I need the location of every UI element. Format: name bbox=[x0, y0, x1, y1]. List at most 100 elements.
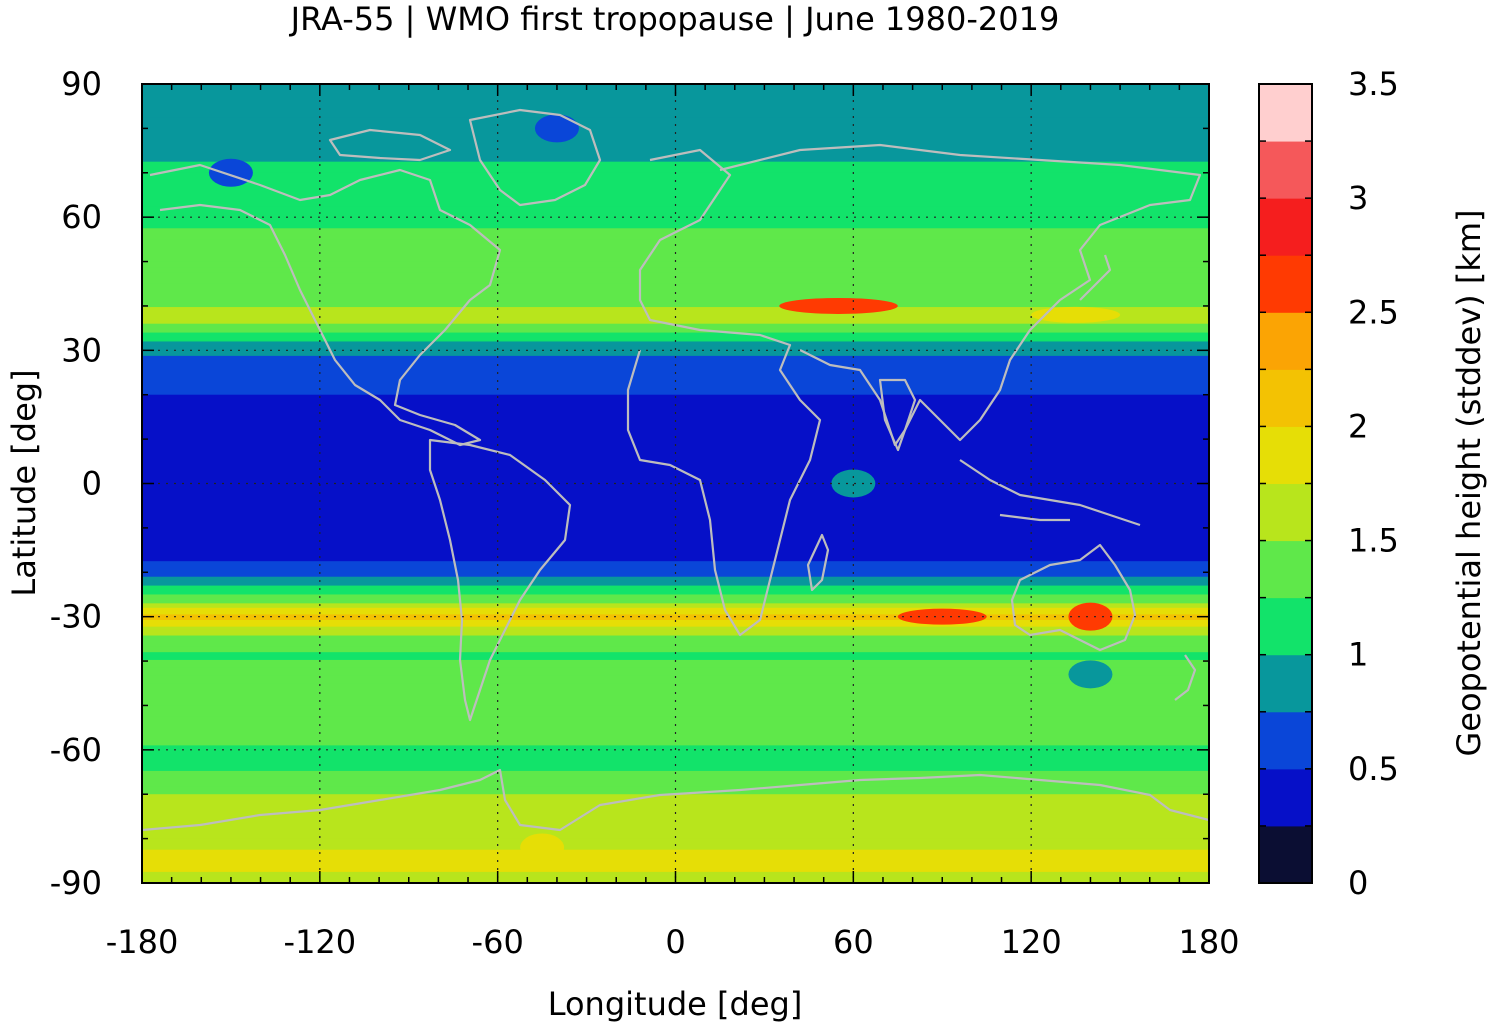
y-tick-labels: 90 60 30 0 -30 -60 -90 bbox=[50, 65, 102, 902]
feature-arctic-canada-low bbox=[208, 158, 253, 187]
coastline-arctic-islands bbox=[328, 128, 452, 162]
band--33_0 bbox=[142, 629, 1209, 637]
y-tick-label: -60 bbox=[50, 731, 102, 769]
colorbar-level-0_75 bbox=[1259, 654, 1312, 713]
colorbar-tick-label: 0.5 bbox=[1348, 750, 1399, 788]
axis-ticks bbox=[141, 83, 1210, 884]
band-7_5 bbox=[142, 450, 1209, 468]
coastline-new-zealand bbox=[1174, 654, 1197, 701]
x-tick-label: -120 bbox=[284, 923, 357, 961]
band-39_8 bbox=[142, 307, 1209, 316]
band--80_0 bbox=[142, 838, 1209, 845]
band-38_0 bbox=[142, 314, 1209, 325]
band--61_0 bbox=[142, 754, 1209, 764]
coastlines bbox=[142, 108, 1209, 832]
band--29_5 bbox=[142, 614, 1209, 618]
coastline-greenland bbox=[468, 108, 602, 207]
band-47_5 bbox=[142, 272, 1209, 280]
coastline-antarctica bbox=[142, 768, 1209, 832]
band--30_0 bbox=[142, 616, 1209, 621]
band--20_0 bbox=[142, 572, 1209, 578]
colorbar-level-3_25 bbox=[1259, 84, 1312, 142]
band-34_0 bbox=[142, 332, 1209, 343]
band-36_0 bbox=[142, 323, 1209, 334]
colorbar-level-1_5 bbox=[1259, 483, 1312, 542]
band--72_5 bbox=[142, 805, 1209, 818]
colorbar-tick-label: 3.5 bbox=[1348, 65, 1399, 103]
band--64_8 bbox=[142, 770, 1209, 780]
colorbar-level-2 bbox=[1259, 369, 1312, 427]
colorbar-tick-label: 1.5 bbox=[1348, 522, 1399, 560]
colorbar-tick-label: 3 bbox=[1348, 179, 1368, 217]
band-46_3 bbox=[142, 278, 1209, 285]
feature-greenland-low bbox=[534, 114, 579, 143]
y-tick-label: -30 bbox=[50, 598, 102, 636]
band-78_8 bbox=[142, 133, 1209, 152]
band-26_3 bbox=[142, 366, 1209, 374]
band-30_0 bbox=[142, 350, 1209, 357]
band-28_8 bbox=[142, 355, 1209, 363]
colorbar-frame bbox=[1258, 83, 1313, 884]
zonal-bands bbox=[142, 84, 1209, 883]
band-75_0 bbox=[142, 150, 1209, 157]
band--39_8 bbox=[142, 659, 1209, 669]
colorbar-tick-labels: 0 0.5 1 1.5 2 2.5 3 3.5 bbox=[1348, 65, 1399, 902]
colorbar-level-1_25 bbox=[1259, 540, 1312, 599]
colorbar-label: Geopotential height (stddev) [km] bbox=[1450, 209, 1488, 756]
x-tick-label: 0 bbox=[665, 923, 685, 961]
band--77_5 bbox=[142, 827, 1209, 840]
band--43_3 bbox=[142, 675, 1209, 685]
band--36_8 bbox=[142, 646, 1209, 653]
coastline-indonesia bbox=[959, 459, 1141, 527]
band-20_0 bbox=[142, 394, 1209, 407]
band-71_3 bbox=[142, 167, 1209, 174]
band--18_8 bbox=[142, 566, 1209, 574]
band--70_0 bbox=[142, 794, 1209, 807]
band--16_3 bbox=[142, 555, 1209, 562]
coastline-asia bbox=[719, 143, 1202, 447]
colorbar-level-1_75 bbox=[1259, 426, 1312, 484]
colorbar-tick-label: 0 bbox=[1348, 864, 1368, 902]
band-11_3 bbox=[142, 433, 1209, 452]
colorbar-level-0_5 bbox=[1259, 711, 1312, 770]
y-tick-label: -90 bbox=[50, 864, 102, 902]
coastline-india bbox=[878, 378, 917, 452]
x-tick-label: 120 bbox=[1001, 923, 1062, 961]
y-tick-label: 60 bbox=[61, 198, 102, 236]
band--85_0 bbox=[142, 860, 1209, 868]
feature-sh-jet-australia-max bbox=[1068, 602, 1113, 631]
band--75_0 bbox=[142, 816, 1209, 829]
y-tick-label: 30 bbox=[61, 331, 102, 369]
band--31_5 bbox=[142, 623, 1209, 628]
band--15_0 bbox=[142, 550, 1209, 557]
feature-nh-jet-east-asia bbox=[1031, 306, 1121, 323]
band-82_5 bbox=[142, 117, 1209, 135]
band--28_5 bbox=[142, 610, 1209, 614]
band-32_0 bbox=[142, 341, 1209, 352]
band-50_0 bbox=[142, 261, 1209, 268]
band--26_0 bbox=[142, 598, 1209, 605]
heatmap-field bbox=[142, 84, 1209, 883]
colorbar-level-2_25 bbox=[1259, 312, 1312, 370]
band--22_0 bbox=[142, 581, 1209, 587]
band--38_0 bbox=[142, 652, 1209, 661]
band--81_3 bbox=[142, 844, 1209, 851]
colorbar-level-0_25 bbox=[1259, 768, 1312, 827]
band-48_8 bbox=[142, 267, 1209, 274]
band-60_0 bbox=[142, 217, 1209, 230]
band--83_8 bbox=[142, 855, 1209, 862]
coastline-australia bbox=[1010, 543, 1137, 652]
grid-lines bbox=[142, 84, 1209, 883]
band-25_0 bbox=[142, 372, 1209, 385]
y-tick-label: 0 bbox=[82, 465, 102, 503]
feature-blobs bbox=[208, 114, 1121, 862]
coastline-south-america bbox=[428, 438, 572, 722]
x-tick-label: 60 bbox=[833, 923, 874, 961]
feature-antarctic-plateau-high bbox=[520, 833, 565, 862]
coastline-europe-africa bbox=[626, 148, 822, 637]
coastline-madagascar bbox=[806, 533, 830, 592]
band--28_0 bbox=[142, 607, 1209, 611]
band--11_3 bbox=[142, 533, 1209, 551]
feature-indian-ocean-center bbox=[831, 469, 876, 498]
